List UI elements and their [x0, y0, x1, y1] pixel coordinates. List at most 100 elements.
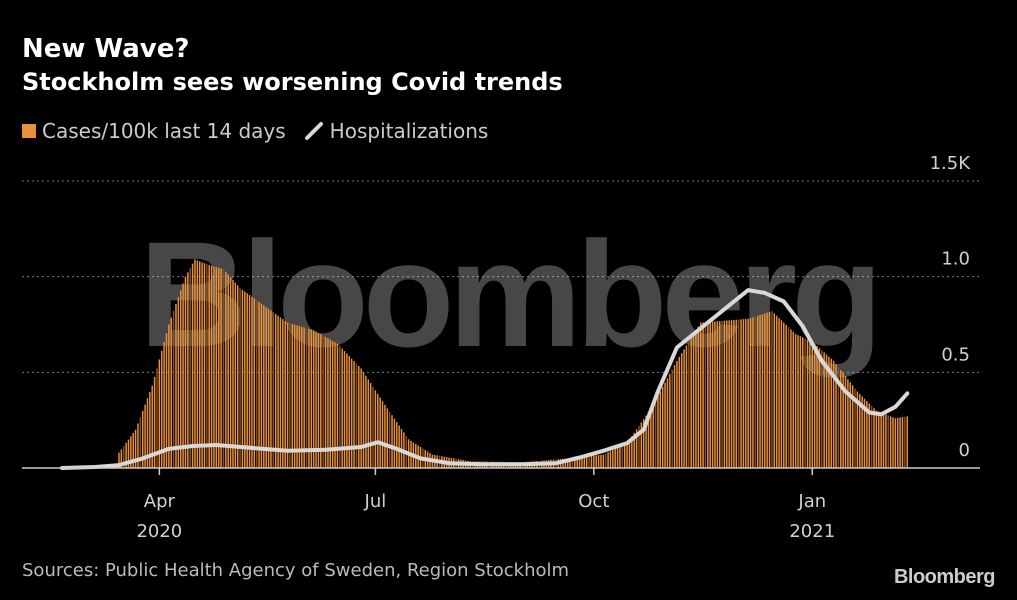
bar	[310, 329, 313, 468]
bar	[690, 337, 692, 468]
bar	[633, 432, 635, 468]
bar	[666, 378, 669, 468]
y-tick-label: 1.0	[941, 249, 970, 270]
bar-swatch-icon	[22, 124, 36, 138]
bar	[593, 455, 595, 468]
bar	[761, 314, 764, 468]
bar	[144, 404, 146, 468]
bar	[849, 382, 852, 468]
bar	[780, 320, 783, 468]
x-tick-label: Apr	[144, 491, 176, 512]
bar	[289, 323, 291, 468]
bar	[840, 370, 842, 468]
bar	[866, 401, 868, 468]
bar	[714, 321, 716, 468]
bar	[614, 448, 616, 468]
bar	[859, 393, 861, 468]
bar	[386, 408, 389, 468]
bar	[657, 395, 659, 468]
bar	[711, 321, 714, 468]
bar	[139, 417, 142, 468]
bar	[747, 318, 749, 468]
legend-label-hospitalizations: Hospitalizations	[329, 119, 489, 143]
bar	[631, 436, 633, 468]
bar	[628, 439, 631, 468]
bar	[569, 458, 571, 468]
bar	[213, 266, 215, 468]
bar	[576, 457, 578, 468]
bar	[790, 329, 792, 468]
bar	[768, 311, 771, 468]
y-tick-label: 0.5	[941, 344, 970, 365]
bar	[742, 319, 745, 468]
bar	[889, 416, 892, 468]
bar	[578, 457, 581, 468]
bar	[882, 413, 885, 468]
bar	[198, 261, 201, 468]
chart-subtitle: Stockholm sees worsening Covid trends	[22, 68, 563, 96]
bar	[141, 410, 144, 468]
bar	[887, 415, 889, 468]
bar	[645, 415, 647, 468]
bar	[654, 399, 657, 468]
bar	[296, 325, 298, 468]
bar	[196, 260, 199, 468]
bar	[821, 350, 823, 468]
bar	[329, 339, 332, 468]
bar	[125, 442, 127, 468]
bar	[282, 319, 284, 468]
bar	[638, 425, 640, 468]
bar	[234, 282, 237, 468]
bar	[184, 276, 187, 468]
bar	[619, 446, 621, 468]
bar	[802, 337, 804, 468]
hospitalizations-line	[60, 288, 910, 470]
bar	[343, 351, 346, 468]
bar	[317, 332, 320, 468]
legend-label-cases: Cases/100k last 14 days	[42, 119, 286, 143]
bar	[398, 425, 400, 468]
bar	[688, 341, 690, 468]
bar	[759, 314, 761, 468]
bar	[897, 417, 899, 468]
bar	[130, 436, 132, 468]
bar	[754, 316, 757, 468]
bar	[811, 341, 814, 468]
bar	[650, 408, 652, 468]
bar	[270, 310, 272, 468]
bar	[683, 349, 685, 468]
bar	[156, 368, 158, 468]
bar	[671, 369, 673, 468]
bar	[647, 412, 650, 468]
bar	[813, 343, 816, 468]
bar	[602, 454, 605, 468]
bar	[792, 331, 795, 468]
bar	[215, 267, 218, 468]
bar	[120, 449, 123, 468]
bar	[331, 340, 334, 468]
bar	[844, 376, 847, 468]
bar	[246, 293, 248, 468]
bar	[588, 456, 590, 468]
bar	[377, 393, 379, 468]
bar	[718, 321, 721, 468]
bar	[227, 274, 229, 468]
bar	[132, 433, 134, 468]
bar	[149, 392, 151, 468]
bar	[692, 334, 695, 468]
bar	[217, 267, 220, 468]
bar	[327, 338, 329, 468]
bar	[206, 264, 208, 468]
bar	[832, 360, 835, 468]
x-tick-label: Jul	[364, 491, 387, 512]
bar	[182, 283, 184, 468]
bar	[764, 313, 766, 468]
bar	[151, 385, 153, 468]
bar	[298, 326, 301, 468]
bar	[384, 404, 386, 468]
bar	[716, 321, 719, 468]
bar	[609, 451, 612, 468]
bar	[303, 327, 305, 468]
bar	[740, 319, 742, 468]
bar	[134, 429, 137, 468]
